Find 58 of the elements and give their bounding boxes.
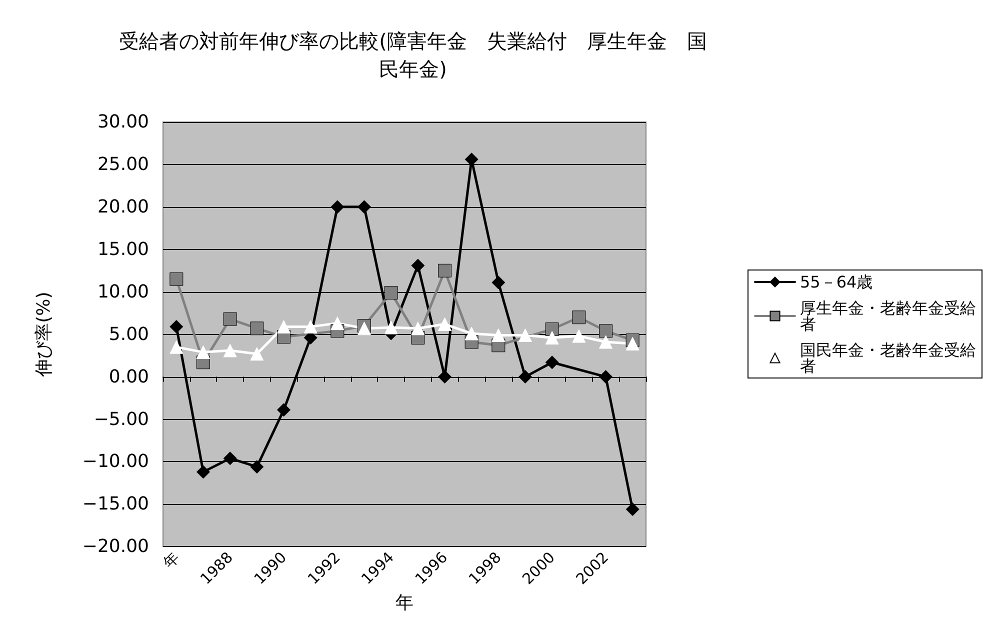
point: [277, 320, 290, 334]
point: [545, 356, 559, 370]
point: [304, 320, 318, 334]
point: [330, 200, 344, 214]
point: [545, 322, 559, 336]
point: [411, 322, 425, 336]
legend-label: 国民年金・老齢年金受給者: [800, 340, 976, 376]
point: [492, 276, 506, 290]
y-tick-label: 5.00: [108, 324, 149, 345]
legend-label: 55－64歳: [800, 272, 873, 292]
point: [170, 320, 184, 334]
point: [518, 328, 532, 342]
point: [572, 310, 586, 324]
point: [411, 258, 425, 272]
point: [170, 272, 184, 286]
y-tick-label: 0.00: [108, 366, 149, 388]
point: [196, 465, 210, 479]
point: [572, 329, 586, 343]
x-tick-label: 年: [159, 548, 183, 572]
point: [438, 317, 452, 331]
chart-title: 受給者の対前年伸び率の比較(障害年金 失業給付 厚生年金 国民年金): [119, 29, 707, 81]
point: [492, 328, 506, 342]
point: [599, 370, 612, 384]
y-tick-label: 25.00: [97, 154, 149, 175]
point: [223, 452, 237, 466]
point: [223, 344, 237, 358]
point: [250, 322, 264, 336]
y-axis-title: 伸び率(%): [34, 292, 54, 378]
y-tick-label: −15.00: [82, 494, 149, 515]
point: [196, 345, 210, 359]
point: [438, 264, 452, 278]
point: [626, 502, 640, 516]
point: [223, 312, 237, 326]
point: [384, 286, 398, 300]
y-tick-label: 10.00: [97, 281, 149, 302]
x-axis-title: 年: [396, 592, 414, 614]
point: [384, 320, 398, 334]
point: [170, 340, 184, 354]
point: [599, 335, 612, 349]
point: [626, 336, 640, 350]
y-tick-label: 15.00: [97, 238, 149, 260]
point: [250, 347, 264, 361]
point: [464, 326, 478, 340]
point: [545, 330, 559, 344]
legend-label: 厚生年金・老齢年金受給者: [800, 298, 976, 334]
point: [358, 200, 371, 214]
point: [599, 324, 612, 338]
point: [277, 403, 290, 417]
point: [358, 322, 371, 336]
y-tick-label: −10.00: [82, 451, 149, 472]
y-tick-label: 20.00: [97, 196, 149, 218]
y-tick-label: −5.00: [94, 408, 149, 430]
point: [518, 370, 532, 384]
point: [250, 460, 264, 474]
y-tick-label: −20.00: [82, 536, 149, 558]
y-tick-label: 30.00: [97, 112, 149, 132]
point: [438, 370, 452, 384]
point: [330, 316, 344, 330]
